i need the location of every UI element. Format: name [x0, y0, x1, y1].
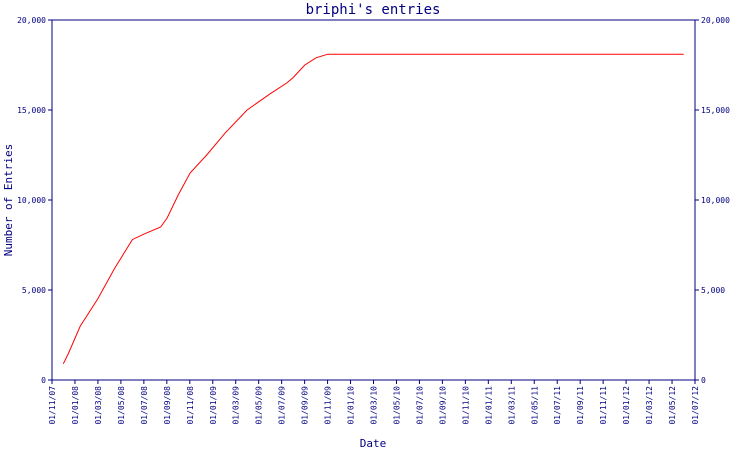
y-axis-label: Number of Entries [2, 144, 15, 257]
x-axis: 01/11/07 01/01/08 01/03/08 01/05/08 01/07/08… [48, 380, 700, 425]
x-tick-label: 01/03/11 [507, 386, 516, 425]
x-tick-label: 01/11/10 [461, 386, 470, 425]
y-tick-label-left: 15,000 [17, 106, 46, 115]
series-line [62, 53, 684, 365]
y-tick-label-left: 20,000 [17, 16, 46, 25]
x-tick-label: 01/09/08 [163, 386, 172, 425]
y-axis-left: 0 5,000 10,000 15,000 20,000 [17, 16, 52, 385]
x-tick-label: 01/01/11 [484, 386, 493, 425]
x-tick-label: 01/03/08 [94, 386, 103, 425]
x-tick-label: 01/05/10 [392, 386, 401, 425]
x-tick-label: 01/09/11 [576, 386, 585, 425]
y-tick-label-right: 0 [701, 376, 706, 385]
x-tick-label: 01/01/10 [347, 386, 356, 425]
y-tick-label-right: 5,000 [701, 286, 725, 295]
x-tick-label: 01/07/12 [691, 386, 700, 425]
x-tick-label: 01/01/08 [71, 386, 80, 425]
chart-title: briphi's entries [306, 2, 441, 18]
x-tick-label: 01/09/09 [301, 386, 310, 425]
y-tick-label-right: 20,000 [701, 16, 730, 25]
x-tick-label: 01/07/08 [140, 386, 149, 425]
x-tick-label: 01/11/08 [186, 386, 195, 425]
x-tick-label: 01/03/09 [232, 386, 241, 425]
series-layer [62, 53, 684, 365]
x-tick-label: 01/07/10 [415, 386, 424, 425]
x-tick-label: 01/09/10 [438, 386, 447, 425]
x-tick-label: 01/05/12 [668, 386, 677, 425]
y-tick-label-right: 10,000 [701, 196, 730, 205]
y-tick-label-left: 0 [41, 376, 46, 385]
y-axis-right: 0 5,000 10,000 15,000 20,000 [695, 16, 730, 385]
x-tick-label: 01/01/12 [622, 386, 631, 425]
y-tick-label-right: 15,000 [701, 106, 730, 115]
x-tick-label: 01/05/11 [530, 386, 539, 425]
y-tick-label-left: 10,000 [17, 196, 46, 205]
x-tick-label: 01/11/07 [48, 386, 57, 425]
y-tick-label-left: 5,000 [22, 286, 46, 295]
x-tick-label: 01/11/09 [324, 386, 333, 425]
x-tick-label: 01/05/08 [117, 386, 126, 425]
plot-area [51, 19, 696, 381]
x-tick-label: 01/03/10 [370, 386, 379, 425]
x-tick-label: 01/03/12 [645, 386, 654, 425]
x-tick-label: 01/05/09 [255, 386, 264, 425]
x-tick-label: 01/07/09 [278, 386, 287, 425]
x-tick-label: 01/07/11 [553, 386, 562, 425]
x-tick-label: 01/01/09 [209, 386, 218, 425]
x-axis-label: Date [360, 437, 387, 450]
x-tick-label: 01/11/11 [599, 386, 608, 425]
